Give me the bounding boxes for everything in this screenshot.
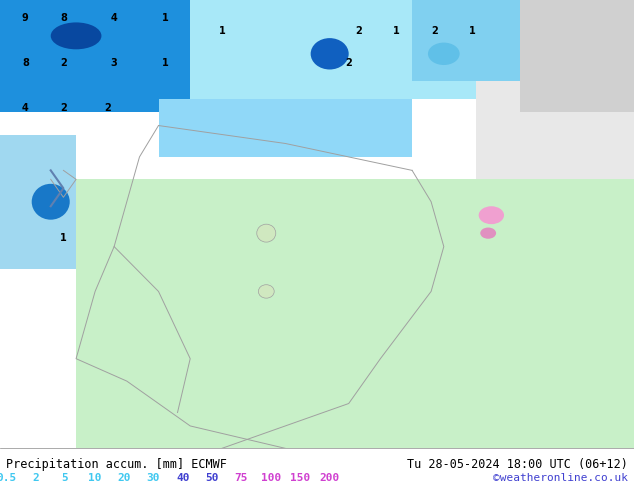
Text: 200: 200 (320, 472, 340, 483)
Text: 40: 40 (176, 472, 190, 483)
Ellipse shape (257, 224, 276, 242)
Text: 75: 75 (235, 472, 249, 483)
Text: 8: 8 (60, 13, 67, 23)
Polygon shape (190, 0, 476, 98)
Text: 2: 2 (105, 102, 111, 113)
Text: 1: 1 (162, 13, 168, 23)
Text: 4: 4 (22, 102, 29, 113)
Text: Precipitation accum. [mm] ECMWF: Precipitation accum. [mm] ECMWF (6, 458, 227, 470)
Text: 30: 30 (146, 472, 160, 483)
Text: 20: 20 (117, 472, 131, 483)
Text: 2: 2 (32, 472, 39, 483)
Text: 0.5: 0.5 (0, 472, 16, 483)
Text: 9: 9 (22, 13, 29, 23)
Text: 5: 5 (61, 472, 68, 483)
Ellipse shape (481, 227, 496, 239)
Text: 50: 50 (205, 472, 219, 483)
Text: 150: 150 (290, 472, 311, 483)
Polygon shape (476, 0, 634, 179)
Text: 2: 2 (60, 58, 67, 68)
Text: Tu 28-05-2024 18:00 UTC (06+12): Tu 28-05-2024 18:00 UTC (06+12) (407, 458, 628, 470)
Polygon shape (158, 98, 412, 157)
Ellipse shape (32, 184, 70, 220)
Ellipse shape (479, 206, 504, 224)
Text: 1: 1 (162, 58, 168, 68)
Polygon shape (520, 0, 634, 112)
Text: 3: 3 (111, 58, 117, 68)
Polygon shape (0, 0, 222, 112)
Text: 1: 1 (219, 26, 225, 36)
Text: 1: 1 (60, 233, 67, 243)
Ellipse shape (311, 38, 349, 70)
Ellipse shape (258, 285, 274, 298)
Text: 100: 100 (261, 472, 281, 483)
Text: 10: 10 (87, 472, 101, 483)
Text: 2: 2 (431, 26, 437, 36)
Text: 1: 1 (469, 26, 476, 36)
Text: 2: 2 (60, 102, 67, 113)
Ellipse shape (51, 23, 101, 49)
Text: ©weatheronline.co.uk: ©weatheronline.co.uk (493, 472, 628, 483)
Text: 2: 2 (355, 26, 361, 36)
Text: 1: 1 (393, 26, 399, 36)
Ellipse shape (428, 43, 460, 65)
Polygon shape (412, 0, 520, 81)
Polygon shape (0, 135, 76, 269)
Text: 8: 8 (22, 58, 29, 68)
Text: 4: 4 (111, 13, 117, 23)
Text: 2: 2 (346, 58, 352, 68)
Polygon shape (76, 179, 634, 448)
